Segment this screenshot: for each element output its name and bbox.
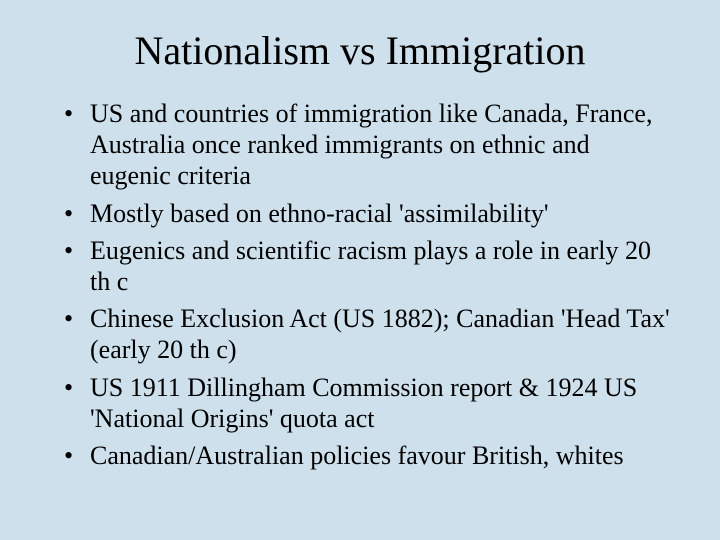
slide-title: Nationalism vs Immigration [40,28,680,74]
bullet-list: US and countries of immigration like Can… [40,98,680,471]
list-item: US and countries of immigration like Can… [70,98,670,192]
list-item: Eugenics and scientific racism plays a r… [70,235,670,297]
list-item: Mostly based on ethno-racial 'assimilabi… [70,198,670,229]
slide: Nationalism vs Immigration US and countr… [0,0,720,540]
list-item: US 1911 Dillingham Commission report & 1… [70,372,670,434]
list-item: Chinese Exclusion Act (US 1882); Canadia… [70,303,670,365]
list-item: Canadian/Australian policies favour Brit… [70,440,670,471]
